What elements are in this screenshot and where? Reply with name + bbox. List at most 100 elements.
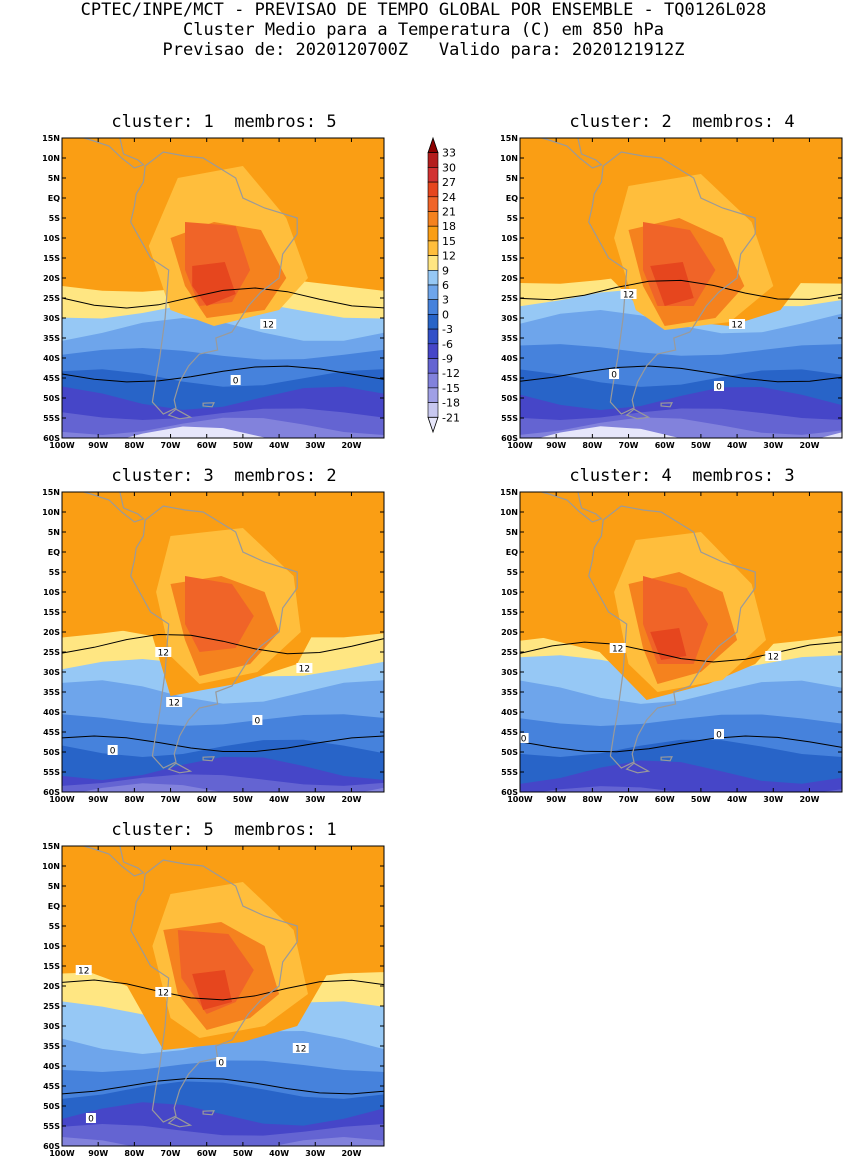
map-frame bbox=[61, 845, 385, 1147]
panel-4-title: cluster: 4 membros: 3 bbox=[569, 466, 795, 486]
lon-label: 100W bbox=[49, 795, 75, 804]
coastline bbox=[588, 151, 756, 415]
panel-2-title: cluster: 2 membros: 4 bbox=[569, 112, 795, 132]
lat-label: 30S bbox=[43, 1022, 60, 1031]
contour-0 bbox=[520, 365, 842, 383]
lon-label: 70W bbox=[619, 441, 639, 450]
panel-3-title: cluster: 3 membros: 2 bbox=[111, 466, 337, 486]
temperature-region bbox=[650, 262, 694, 306]
colorbar-segment bbox=[427, 314, 439, 330]
lat-label: 5N bbox=[48, 528, 60, 537]
coastline bbox=[202, 402, 215, 408]
coastline bbox=[130, 151, 298, 415]
contour-label: 12 bbox=[262, 321, 273, 331]
temperature-region bbox=[185, 576, 254, 652]
lat-label: 30S bbox=[43, 668, 60, 677]
lat-label: 15N bbox=[500, 134, 518, 143]
lon-label: 30W bbox=[305, 795, 325, 804]
colorbar-bottom-arrow bbox=[427, 416, 439, 434]
lon-label: 90W bbox=[88, 795, 108, 804]
contour-0 bbox=[62, 1077, 384, 1095]
colorbar-segment bbox=[427, 343, 439, 359]
lat-label: 10N bbox=[500, 154, 518, 163]
lat-label: 40S bbox=[43, 1062, 60, 1071]
lon-label: 70W bbox=[619, 795, 639, 804]
lat-label: 55S bbox=[501, 414, 518, 423]
lat-label: 55S bbox=[43, 1122, 60, 1131]
lon-label: 20W bbox=[341, 1149, 361, 1158]
colorbar-label: 33 bbox=[442, 147, 456, 160]
colorbar-label: 9 bbox=[442, 264, 449, 277]
lon-label: 80W bbox=[582, 441, 602, 450]
colorbar-segment bbox=[427, 270, 439, 286]
lat-label: 10S bbox=[43, 588, 60, 597]
lon-label: 90W bbox=[88, 1149, 108, 1158]
lat-label: 40S bbox=[43, 708, 60, 717]
lat-label: 30S bbox=[501, 314, 518, 323]
lat-label: 60S bbox=[501, 434, 518, 443]
contour-label: 12 bbox=[168, 699, 179, 709]
lon-label: 20W bbox=[799, 441, 819, 450]
lat-label: 55S bbox=[43, 414, 60, 423]
coastline bbox=[167, 408, 193, 420]
colorbar-label: 24 bbox=[442, 191, 456, 204]
coastline bbox=[167, 762, 193, 774]
lat-label: 45S bbox=[43, 1082, 60, 1091]
colorbar-segment bbox=[427, 240, 439, 256]
colorbar-segment bbox=[427, 167, 439, 183]
colorbar-label: 21 bbox=[442, 206, 456, 219]
colorbar-label: 3 bbox=[442, 294, 449, 307]
map-frame bbox=[519, 137, 843, 439]
map-frame bbox=[61, 137, 385, 439]
colorbar-label: -21 bbox=[442, 411, 460, 424]
lon-label: 90W bbox=[88, 441, 108, 450]
lat-label: 15S bbox=[43, 608, 60, 617]
lat-label: 20S bbox=[43, 628, 60, 637]
lat-label: 50S bbox=[501, 394, 518, 403]
colorbar-segment bbox=[427, 358, 439, 374]
contour-label: 0 bbox=[218, 1059, 224, 1069]
lon-label: 40W bbox=[269, 795, 289, 804]
lat-label: 25S bbox=[501, 648, 518, 657]
contour-label: 0 bbox=[110, 747, 116, 757]
lon-label: 20W bbox=[341, 795, 361, 804]
contour-label-box bbox=[518, 733, 529, 743]
contour-12 bbox=[520, 279, 842, 301]
lat-label: 35S bbox=[43, 688, 60, 697]
map-frame bbox=[519, 491, 843, 793]
contour-label-box bbox=[216, 1057, 227, 1067]
lat-label: 15S bbox=[43, 962, 60, 971]
colorbar-label: -3 bbox=[442, 323, 453, 336]
lat-label: 5S bbox=[507, 214, 519, 223]
coastline bbox=[202, 756, 215, 762]
lat-label: 60S bbox=[43, 1142, 60, 1151]
lat-label: 15N bbox=[42, 134, 60, 143]
temperature-band bbox=[520, 786, 842, 792]
coastline bbox=[625, 762, 651, 774]
contour-12 bbox=[520, 641, 842, 663]
lon-label: 50W bbox=[691, 795, 711, 804]
contour-label-box bbox=[713, 381, 724, 391]
lon-label: 30W bbox=[763, 795, 783, 804]
lat-label: 30S bbox=[43, 314, 60, 323]
contour-0 bbox=[62, 365, 384, 383]
colorbar-segment bbox=[427, 211, 439, 227]
colorbar-label: 18 bbox=[442, 220, 456, 233]
lon-label: 90W bbox=[546, 795, 566, 804]
lat-label: 25S bbox=[501, 294, 518, 303]
lat-label: 40S bbox=[43, 354, 60, 363]
contour-label-box bbox=[230, 375, 241, 385]
lat-label: 20S bbox=[501, 274, 518, 283]
lon-label: 100W bbox=[49, 1149, 75, 1158]
lat-label: 35S bbox=[43, 334, 60, 343]
lon-label: 50W bbox=[233, 795, 253, 804]
lon-label: 60W bbox=[655, 441, 675, 450]
lat-label: 5S bbox=[49, 922, 61, 931]
colorbar-segment bbox=[427, 284, 439, 300]
lat-label: 10N bbox=[42, 862, 60, 871]
header-line-1: CPTEC/INPE/MCT - PREVISAO DE TEMPO GLOBA… bbox=[80, 0, 767, 20]
lat-label: 50S bbox=[43, 1102, 60, 1111]
colorbar-label: -6 bbox=[442, 338, 453, 351]
lat-label: 5S bbox=[49, 214, 61, 223]
contour-12 bbox=[62, 979, 384, 1001]
